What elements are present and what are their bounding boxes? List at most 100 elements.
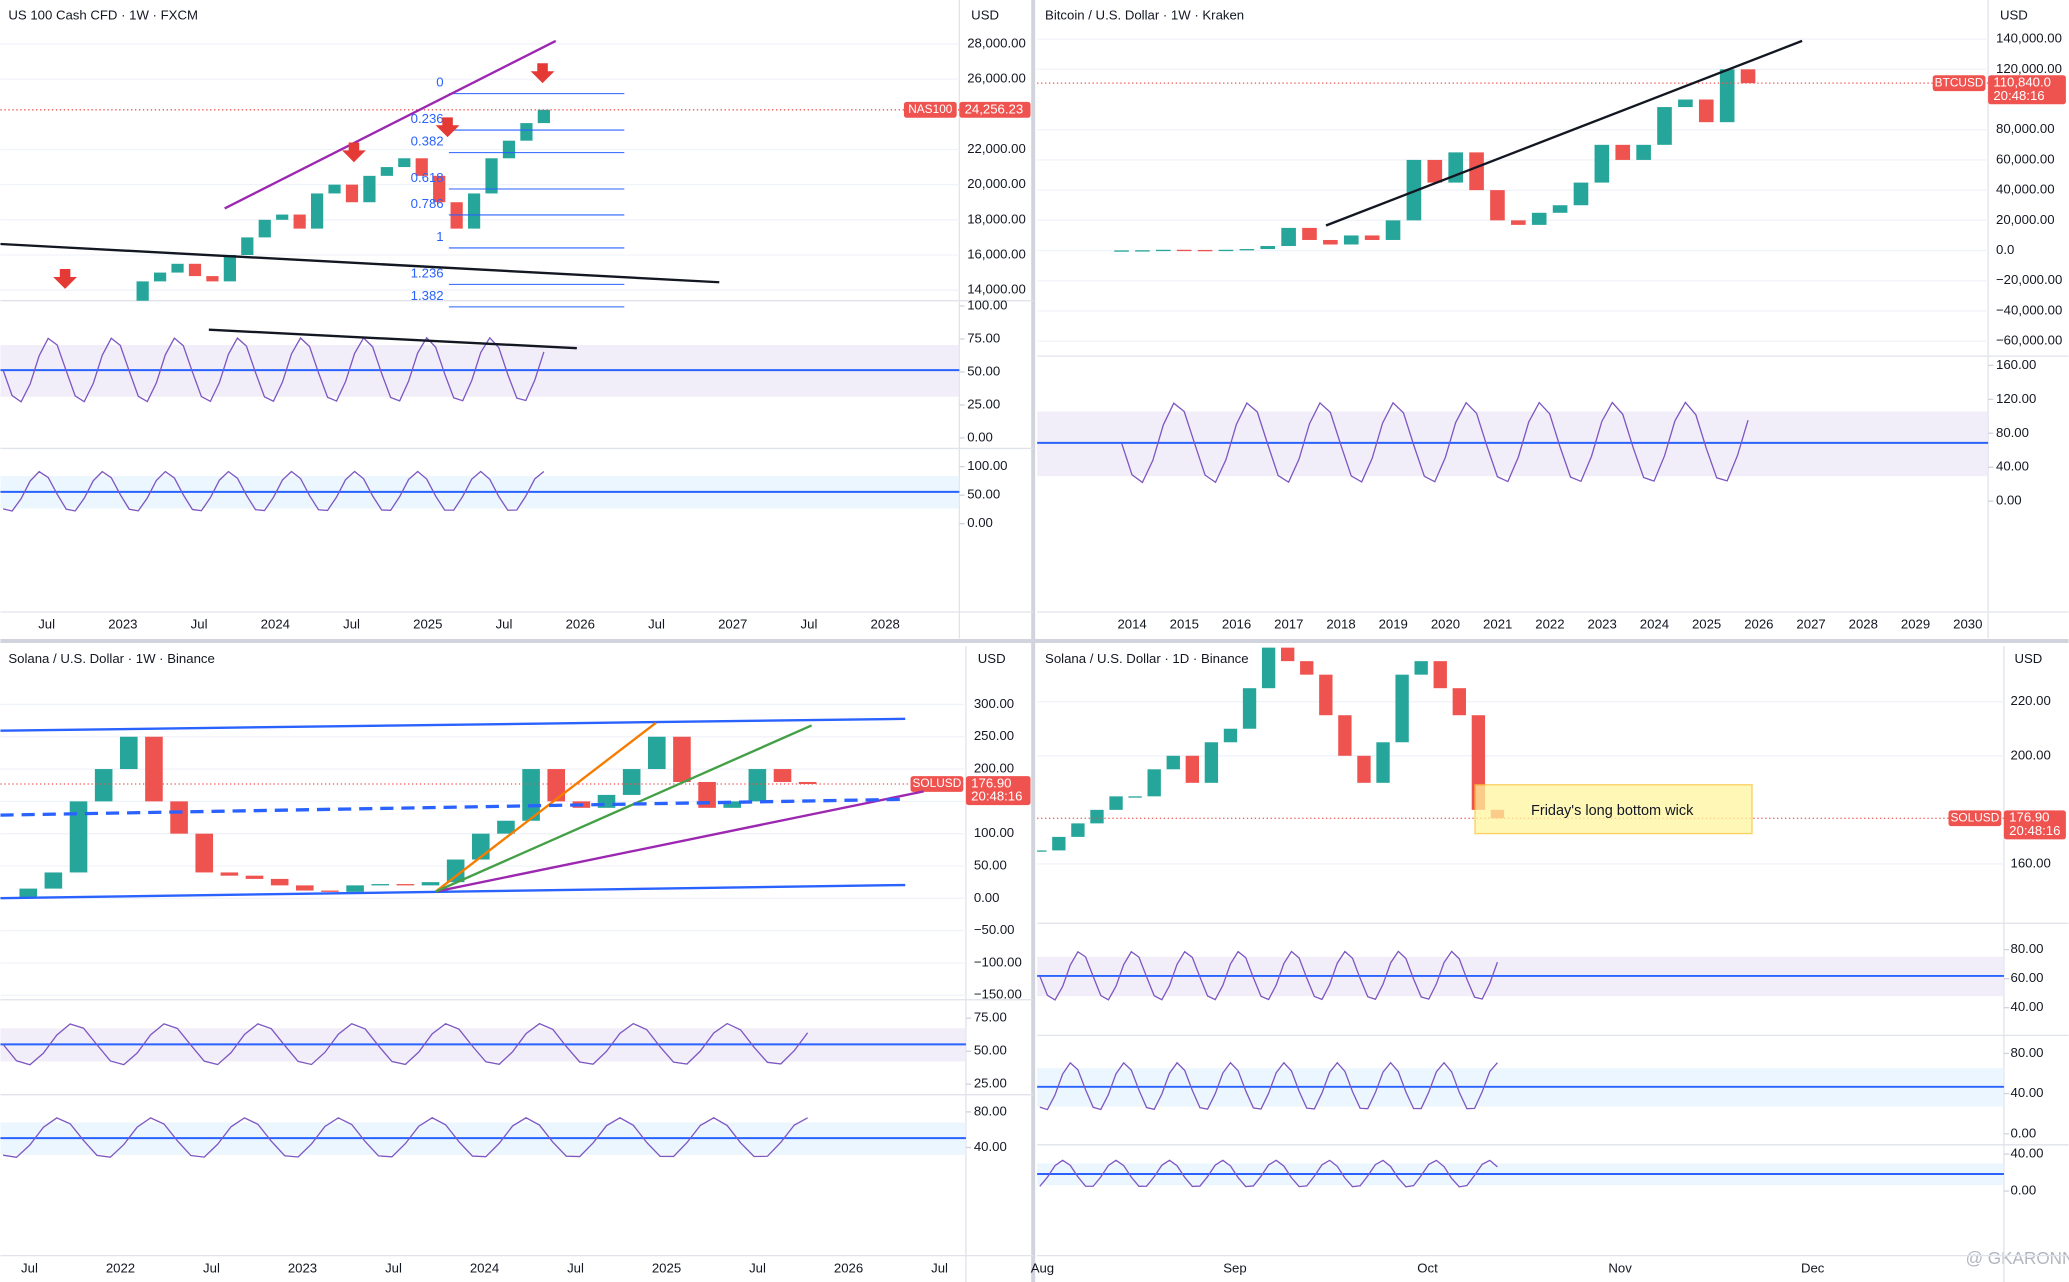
candle xyxy=(1719,69,1735,123)
y-tick-label: 26,000.00 xyxy=(967,71,1026,86)
candle xyxy=(136,281,149,301)
candle xyxy=(798,781,817,784)
currency-label: USD xyxy=(978,651,1006,666)
time-label: 2022 xyxy=(106,1260,135,1275)
time-label: 2025 xyxy=(652,1260,681,1275)
candle xyxy=(446,859,465,883)
time-label: 2017 xyxy=(1274,617,1303,632)
time-label: 2023 xyxy=(1588,617,1617,632)
candle xyxy=(622,769,641,795)
candle xyxy=(520,123,533,141)
time-label: 2026 xyxy=(1744,617,1773,632)
candle xyxy=(220,872,239,876)
time-label: 2024 xyxy=(1640,617,1669,632)
candle xyxy=(170,801,188,834)
trendline xyxy=(1325,39,1803,227)
time-label: Jul xyxy=(749,1260,766,1275)
candle xyxy=(522,769,540,821)
fib-label: 0.786 xyxy=(411,196,444,211)
candle xyxy=(547,769,566,802)
indicator-tick-label: 40.00 xyxy=(974,1139,1007,1154)
candle xyxy=(673,736,691,782)
indicator-line xyxy=(2,1022,809,1066)
indicator-tick-label: 40.00 xyxy=(1996,459,2029,474)
candle xyxy=(1395,674,1409,743)
indicator-tick-label: 100.00 xyxy=(967,458,1007,473)
candle xyxy=(1260,246,1276,250)
candle xyxy=(328,184,341,194)
indicator-tick-label: 160.00 xyxy=(1996,357,2036,372)
candle xyxy=(1037,850,1047,852)
candle xyxy=(1109,796,1123,810)
time-label: 2027 xyxy=(1796,617,1825,632)
candle xyxy=(1261,647,1276,689)
price-tag-text: 176.90 xyxy=(971,775,1011,790)
y-tick-label: 18,000.00 xyxy=(967,211,1026,226)
panel-title: Solana / U.S. Dollar · 1D · Binance xyxy=(1045,651,1249,666)
time-label: 2023 xyxy=(108,617,137,632)
candle xyxy=(94,769,113,802)
candle xyxy=(1636,144,1651,160)
y-tick-label: 200.00 xyxy=(974,761,1014,776)
candle xyxy=(1511,220,1526,225)
currency-label: USD xyxy=(2014,651,2042,666)
time-label: 2030 xyxy=(1953,617,1982,632)
currency-label: USD xyxy=(971,7,999,22)
candle xyxy=(1156,249,1171,252)
candle xyxy=(396,884,415,886)
price-tag xyxy=(2003,810,2066,840)
time-label: 2024 xyxy=(470,1260,499,1275)
candle xyxy=(398,158,411,168)
trendline xyxy=(224,39,557,210)
candle xyxy=(485,158,498,194)
trendline xyxy=(0,242,720,284)
price-tag xyxy=(965,776,1031,806)
y-tick-label: −100.00 xyxy=(974,954,1022,969)
candle xyxy=(433,175,446,203)
indicator-tick-label: 40.00 xyxy=(2011,1146,2044,1161)
y-tick-label: −20,000.00 xyxy=(1996,272,2062,287)
price-tag-text: 110,840.0 xyxy=(1993,75,2051,90)
trendline xyxy=(0,717,906,732)
candle xyxy=(415,158,428,176)
indicator-line xyxy=(1039,950,1499,1001)
candle xyxy=(502,140,516,159)
fib-label: 0 xyxy=(436,75,443,90)
indicator-tick-label: 50.00 xyxy=(967,487,1000,502)
candles xyxy=(0,736,817,899)
panel-title: Solana / U.S. Dollar · 1W · Binance xyxy=(8,651,214,666)
time-label: Jul xyxy=(191,617,208,632)
y-tick-label: 14,000.00 xyxy=(967,282,1026,297)
y-tick-label: 0.00 xyxy=(974,890,1000,905)
price-tag xyxy=(959,101,1031,118)
time-label: Jul xyxy=(203,1260,220,1275)
candle xyxy=(1552,205,1568,213)
indicator-tick-label: 0.00 xyxy=(967,515,993,530)
indicator-tick-label: 25.00 xyxy=(967,396,1000,411)
candle xyxy=(1166,755,1180,770)
indicator-tick-label: 100.00 xyxy=(967,297,1007,312)
candle xyxy=(1176,249,1192,252)
trendline xyxy=(435,790,924,893)
fib-label: 1.382 xyxy=(411,288,444,303)
candle xyxy=(245,875,264,879)
time-label: 2024 xyxy=(261,617,290,632)
candle xyxy=(1414,661,1428,675)
candle xyxy=(1204,742,1219,783)
candle xyxy=(1343,235,1359,245)
y-tick-label: 0.0 xyxy=(1996,242,2014,257)
symbol-tag-text: BTCUSD xyxy=(1935,75,1984,89)
candle xyxy=(1376,742,1390,783)
candle xyxy=(1740,69,1756,84)
candle xyxy=(69,801,88,873)
time-label: 2016 xyxy=(1222,617,1251,632)
candle xyxy=(1452,688,1466,716)
candle xyxy=(195,833,214,873)
y-tick-label: 160.00 xyxy=(2011,855,2051,870)
time-label: 2019 xyxy=(1379,617,1408,632)
y-tick-label: 50.00 xyxy=(974,857,1007,872)
indicator-tick-label: 0.00 xyxy=(2011,1125,2037,1140)
trendline xyxy=(435,724,813,893)
candle xyxy=(537,109,550,124)
